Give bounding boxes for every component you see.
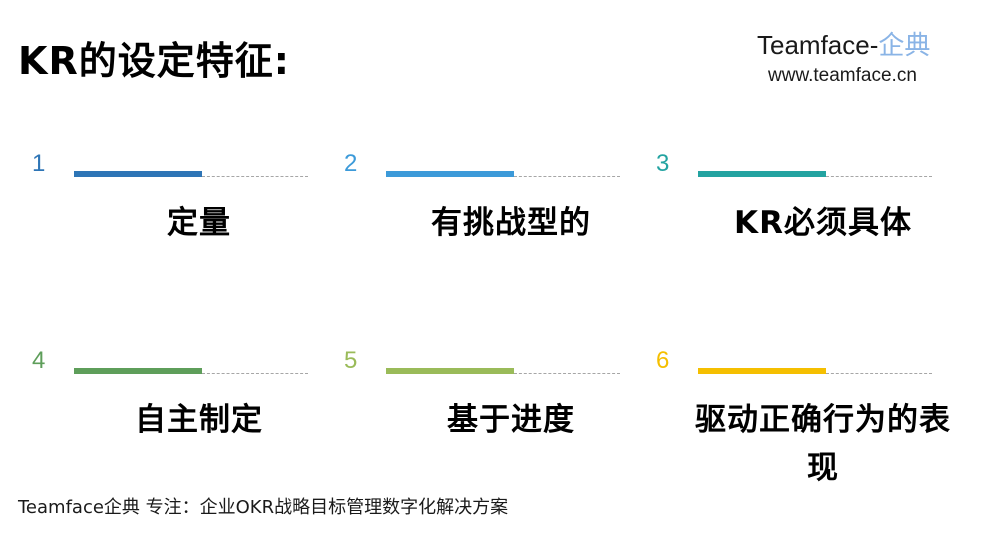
kr-number-1: 1	[32, 150, 46, 177]
footer-tagline: Teamface企典 专注：企业OKR战略目标管理数字化解决方案	[18, 497, 509, 518]
kr-bar-1	[74, 171, 202, 177]
brand-name-cn: 企典	[878, 30, 931, 60]
kr-dash-2	[514, 176, 620, 177]
kr-dash-4	[202, 373, 308, 374]
kr-label-2: 有挑战型的	[431, 205, 591, 241]
kr-number-5: 5	[344, 347, 358, 374]
brand-logo: Teamface-企典	[757, 28, 930, 62]
kr-label-1: 定量	[167, 205, 231, 241]
kr-bar-2	[386, 171, 514, 177]
kr-bar-5	[386, 368, 514, 374]
kr-bar-3	[698, 171, 826, 177]
kr-number-3: 3	[656, 150, 670, 177]
kr-bar-4	[74, 368, 202, 374]
kr-label-3: KR必须具体	[734, 205, 912, 241]
kr-number-4: 4	[32, 347, 46, 374]
kr-label-6: 驱动正确行为的表现	[695, 402, 951, 486]
kr-number-6: 6	[656, 347, 670, 374]
kr-label-5: 基于进度	[447, 402, 575, 438]
kr-dash-6	[826, 373, 932, 374]
kr-number-2: 2	[344, 150, 358, 177]
brand-url: www.teamface.cn	[768, 65, 917, 86]
kr-dash-1	[202, 176, 308, 177]
page-title: KR的设定特征:	[18, 39, 290, 83]
kr-dash-5	[514, 373, 620, 374]
kr-dash-3	[826, 176, 932, 177]
brand-name: Teamface-	[757, 30, 879, 60]
kr-bar-6	[698, 368, 826, 374]
kr-label-4: 自主制定	[135, 402, 263, 438]
